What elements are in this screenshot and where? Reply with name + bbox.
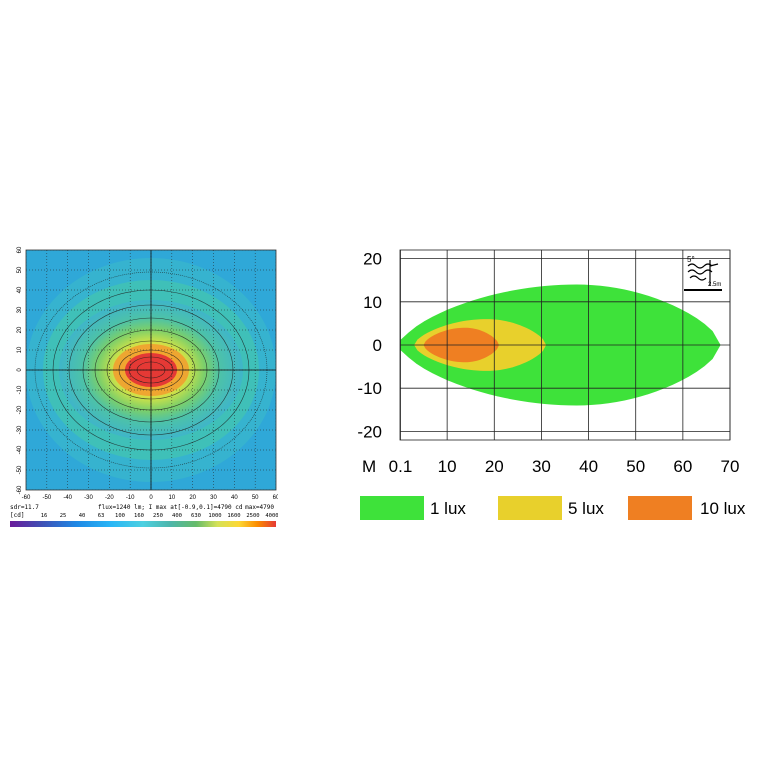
color-scale-label: 630 [191,513,201,519]
color-scale-label: 400 [172,513,182,519]
heatmap-y-tick: 40 [17,286,23,293]
lux-y-tick: 10 [363,293,382,312]
heatmap-x-tick: -50 [42,495,51,501]
heatmap-x-tick: 0 [149,495,153,501]
lux-x-tick: 50 [626,457,645,476]
lux-x-tick: 0.1 [389,457,413,476]
heatmap-x-tick: 20 [189,495,196,501]
lux-y-tick: -20 [357,422,382,441]
inset-height-label: 2.5m [708,282,721,288]
heatmap-x-tick: -10 [126,495,135,501]
legend-swatch-10lux [628,496,692,520]
heatmap-x-tick: 30 [210,495,217,501]
lux-y-ticks: 20 10 0 -10 -20 [357,250,382,442]
color-scale-label: 16 [41,513,48,519]
lux-x-tick: 40 [579,457,598,476]
heatmap-x-tick: 50 [252,495,259,501]
heatmap-y-tick: 0 [17,368,23,372]
heatmap-y-tick: -40 [17,445,23,454]
heatmap-y-tick: -30 [17,425,23,434]
lux-grid [399,249,731,441]
color-scale-label: 2500 [246,513,259,519]
footer-sdr: sdr=11.7 [10,504,39,511]
color-scale-label: 160 [134,513,144,519]
lux-x-tick: 30 [532,457,551,476]
intensity-heatmap-panel: -60 -50 -40 -30 -20 -10 0 10 20 30 40 50 60 60 50 40 30… [8,245,280,530]
heatmap-x-tick: -30 [84,495,93,501]
legend-swatch-5lux [498,496,562,520]
lux-y-tick: -10 [357,379,382,398]
legend-label-1lux: 1 lux [430,499,466,518]
heatmap-x-tick: 60 [273,495,278,501]
legend-label-10lux: 10 lux [700,499,746,518]
heatmap-y-tick: -10 [17,385,23,394]
heatmap-y-tick: 30 [17,306,23,313]
color-scale-label: 4000 [265,513,278,519]
lux-x-tick: 70 [721,457,740,476]
lux-frame [399,249,731,441]
footer-max: max=4790 [245,504,274,511]
lux-x-ticks: 0.1 10 20 30 40 50 60 70 [389,457,740,476]
footer-flux: flux=1240 lm; I max at[-0.9,0.1]=4790 cd [98,504,243,511]
heatmap-frame [25,249,277,491]
lux-x-tick: 10 [438,457,457,476]
legend-label-5lux: 5 lux [568,499,604,518]
color-scale-bar [10,521,276,527]
color-scale-label: 100 [115,513,125,519]
color-scale-label: 40 [79,513,86,519]
lux-y-tick: 20 [363,250,382,269]
unit-label: [cd] [10,512,24,519]
heatmap-y-tick: -60 [17,485,23,494]
lux-x-tick: 60 [673,457,692,476]
legend-swatch-1lux [360,496,424,520]
heatmap-y-tick: -20 [17,405,23,414]
mounting-inset: 5° 2.5m [684,255,722,291]
lux-chart-panel: 20 10 0 -10 -20 0.1 10 20 30 40 50 60 70 M 5° 2.5m … [350,240,760,530]
heatmap-y-tick: 60 [17,246,23,253]
heatmap-x-tick: 40 [231,495,238,501]
color-scale-labels: 16 25 40 63 100 160 250 400 630 1000 1600 2500 4000 [41,513,279,519]
x-axis-prefix: M [362,457,376,476]
color-scale-label: 25 [60,513,67,519]
heatmap-y-ticks: 60 50 40 30 20 10 0 -10 -20 -30 -40 -50 -60 [17,246,23,494]
color-scale-label: 1000 [208,513,221,519]
heatmap-y-tick: -50 [17,465,23,474]
heatmap-x-tick: -40 [63,495,72,501]
lux-legend: 1 lux 5 lux 10 lux [360,496,746,520]
vehicle-icon [687,260,719,286]
heatmap-x-tick: 10 [168,495,175,501]
lux-x-tick: 20 [485,457,504,476]
color-scale-label: 250 [153,513,163,519]
heatmap-y-tick: 50 [17,266,23,273]
color-scale-label: 1600 [227,513,240,519]
intensity-heatmap: -60 -50 -40 -30 -20 -10 0 10 20 30 40 50 60 60 50 40 30… [10,246,280,527]
lux-y-tick: 0 [373,336,382,355]
heatmap-x-tick: -60 [22,495,31,501]
heatmap-y-tick: 20 [17,326,23,333]
heatmap-x-ticks: -60 -50 -40 -30 -20 -10 0 10 20 30 40 50 60 [22,495,280,501]
inset-angle-label: 5° [687,255,695,264]
heatmap-x-tick: -20 [105,495,114,501]
heatmap-y-tick: 10 [17,346,23,353]
color-scale-label: 63 [98,513,105,519]
